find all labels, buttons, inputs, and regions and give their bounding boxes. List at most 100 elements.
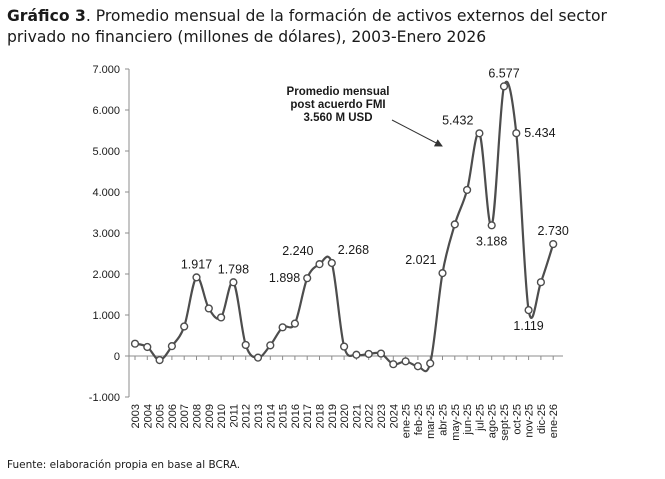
x-tick-label: 2005 (155, 404, 167, 428)
x-tick-label: 2011 (228, 404, 240, 428)
x-tick-label: jul-25 (474, 404, 486, 432)
x-tick-label: 2022 (364, 404, 376, 428)
y-tick-label: 7.000 (92, 64, 120, 76)
data-point (192, 273, 201, 282)
data-label: 1.917 (181, 257, 212, 271)
y-tick-label: 2.000 (92, 269, 120, 281)
data-labels: 1.917 1.798 1.898 2.240 2.268 2.021 5.432 3.188… (181, 66, 569, 333)
data-point (217, 313, 226, 322)
data-label: 6.577 (488, 66, 519, 80)
x-tick-label: 2007 (179, 404, 191, 428)
data-point (327, 258, 336, 268)
x-tick-label: dic-25 (536, 404, 548, 434)
data-label: 3.188 (476, 234, 507, 248)
data-label: 1.798 (218, 262, 249, 276)
annotation-text: post acuerdo FMI (290, 99, 385, 111)
data-point (180, 322, 189, 331)
data-point (290, 319, 300, 328)
data-point (204, 304, 213, 313)
x-tick-label: 2018 (315, 404, 327, 428)
data-point (524, 306, 533, 315)
x-tick-label: abr-25 (438, 404, 450, 436)
data-point (340, 342, 349, 351)
data-label: 2.240 (282, 244, 313, 258)
data-point (463, 185, 472, 195)
data-label: 5.432 (442, 113, 473, 127)
chart-title-bold: Gráfico 3 (7, 7, 86, 25)
data-point (376, 349, 386, 358)
data-point (475, 129, 484, 138)
x-tick-label: ago-25 (487, 404, 499, 438)
x-tick-label: oct-25 (511, 404, 523, 435)
x-tick-label: 2009 (204, 404, 216, 428)
y-tick-label: 1.000 (92, 310, 120, 322)
x-tick-label: 2003 (130, 404, 142, 428)
data-label: 1.898 (269, 271, 300, 285)
x-tick-label: 2020 (339, 404, 351, 428)
x-tick-label: feb-25 (413, 404, 425, 435)
data-point (143, 342, 152, 352)
x-tick-label: may-25 (450, 404, 462, 441)
data-point (266, 341, 275, 350)
y-axis-ticks: 7.000 6.000 5.000 4.000 3.000 2.000 1.000 0 -1.0… (89, 64, 129, 404)
annotation-arrow (391, 119, 443, 147)
source-note: Fuente: elaboración propia en base al BC… (7, 459, 241, 471)
data-point (352, 350, 361, 359)
x-tick-label: 2008 (192, 404, 204, 428)
x-tick-label: 2017 (302, 404, 314, 428)
data-point (487, 221, 496, 230)
data-label: 2.021 (405, 253, 436, 267)
y-tick-label: -1.000 (89, 392, 120, 404)
x-tick-label: 2006 (167, 404, 179, 428)
data-point (315, 260, 324, 269)
data-point (155, 356, 164, 365)
data-point (549, 239, 558, 249)
x-tick-label: 2021 (351, 404, 363, 428)
annotation-text: Promedio mensual (287, 86, 390, 98)
data-point (450, 220, 459, 229)
x-tick-label: ene-26 (548, 404, 560, 438)
y-tick-label: 4.000 (92, 187, 120, 199)
data-point (426, 359, 435, 368)
x-tick-label: nov-25 (524, 404, 536, 438)
data-point (499, 82, 509, 91)
chart-title-rest: . Promedio mensual de la formación de ac… (7, 7, 607, 46)
y-tick-label: 5.000 (92, 146, 120, 158)
y-tick-label: 0 (114, 351, 120, 363)
data-point (229, 278, 238, 287)
x-tick-label: 2024 (388, 404, 400, 428)
data-point (536, 278, 546, 287)
data-label: 5.434 (524, 126, 555, 140)
data-point (364, 349, 373, 359)
data-point (241, 340, 250, 350)
data-point (303, 274, 312, 283)
y-tick-label: 3.000 (92, 228, 120, 240)
data-point (130, 339, 140, 348)
annotation-text: 3.560 M USD (303, 112, 372, 124)
x-tick-label: 2016 (290, 404, 302, 428)
x-tick-label: ene-25 (401, 404, 413, 438)
x-tick-label: 2015 (278, 404, 290, 428)
series-points (130, 82, 558, 371)
x-tick-label: 2019 (327, 404, 339, 428)
chart-title: Gráfico 3. Promedio mensual de la formac… (7, 6, 662, 48)
data-point (512, 129, 521, 138)
x-tick-label: 2013 (253, 404, 265, 428)
data-point (253, 353, 263, 362)
data-label: 2.268 (338, 243, 369, 257)
x-axis-ticks: 2003 2004 2005 2006 2007 2008 2009 2010 2011 2012… (130, 356, 560, 441)
x-tick-label: 2010 (216, 404, 228, 428)
data-point (401, 357, 410, 366)
x-tick-label: jun-25 (462, 404, 474, 436)
data-point (167, 342, 177, 351)
x-tick-label: 2004 (142, 404, 154, 428)
x-tick-label: mar-25 (425, 404, 437, 439)
x-tick-label: sept-25 (499, 404, 511, 441)
line-chart: 7.000 6.000 5.000 4.000 3.000 2.000 1.000 0 -1.0… (89, 64, 569, 441)
y-tick-label: 6.000 (92, 105, 120, 117)
data-point (413, 362, 423, 371)
data-label: 1.119 (513, 319, 543, 333)
x-tick-label: 2014 (265, 404, 277, 428)
x-tick-label: 2012 (241, 404, 253, 428)
